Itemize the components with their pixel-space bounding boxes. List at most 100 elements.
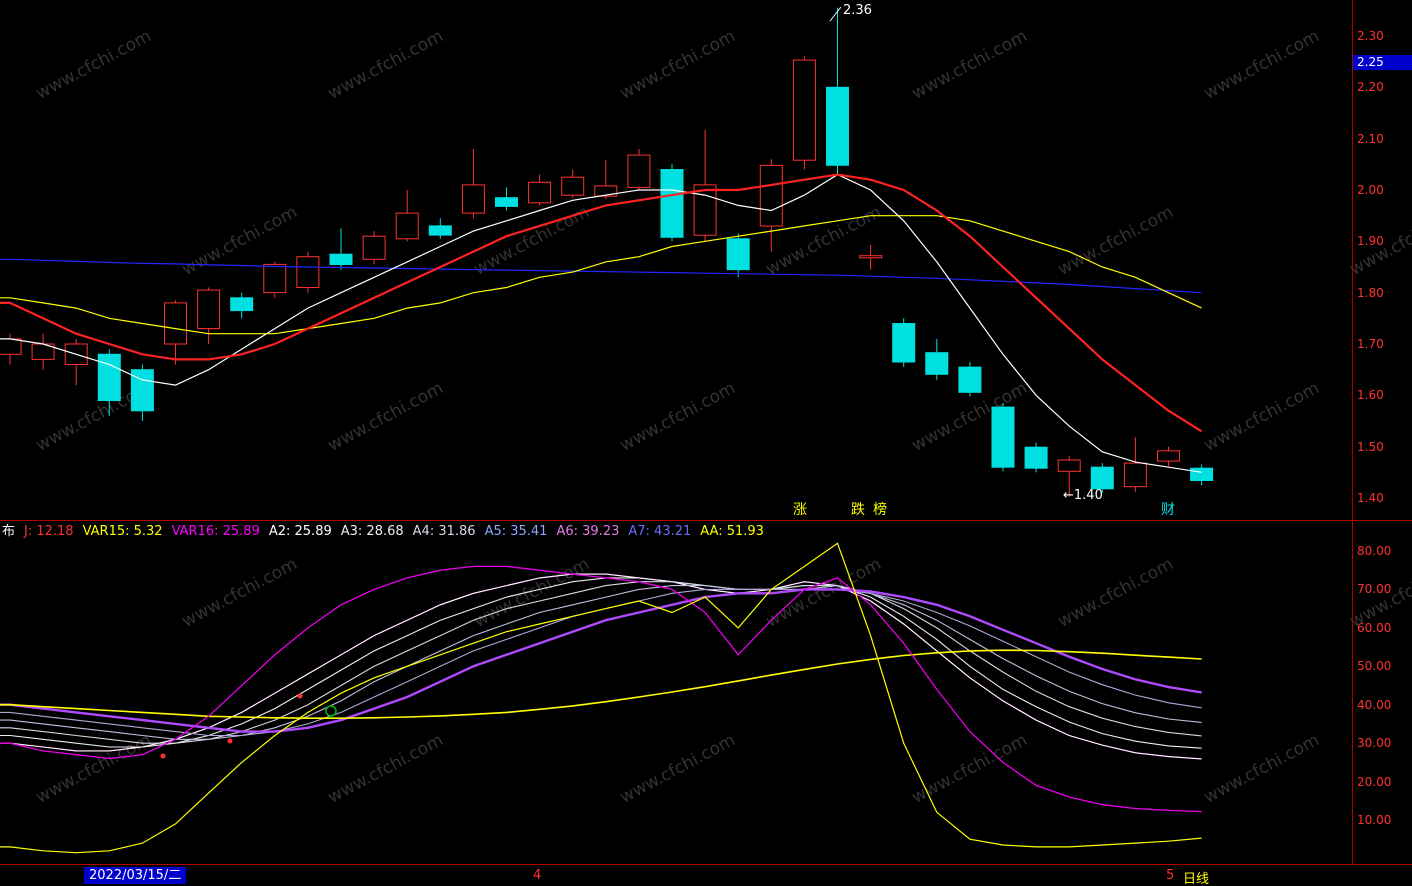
signal-marker-dot	[297, 693, 303, 699]
indicator-param: A6: 39.23	[556, 524, 620, 539]
candle-down	[97, 349, 121, 416]
price-axis-label: 2.00	[1357, 183, 1384, 197]
indicator-line-A4	[0, 581, 1202, 744]
signal-marker-dot	[227, 738, 233, 744]
candle-up	[759, 159, 783, 252]
candle-down	[495, 187, 518, 211]
candle-down	[329, 228, 353, 270]
candle-up	[528, 174, 552, 206]
indicator-param: AA: 51.93	[700, 524, 764, 539]
month-marker: 5	[1166, 868, 1175, 883]
event-marker[interactable]: 榜	[873, 502, 887, 518]
indicator-line-A6	[0, 588, 1202, 737]
indicator-param: VAR15: 5.32	[82, 524, 163, 539]
high-pointer-line	[829, 6, 842, 22]
month-marker: 4	[533, 868, 542, 883]
candle-down	[428, 218, 452, 239]
indicator-param: A2: 25.89	[268, 524, 332, 539]
current-price-tag: 2.25	[1353, 55, 1412, 70]
candle-up	[693, 129, 717, 242]
price-axis-label: 1.80	[1357, 286, 1384, 300]
signal-marker-dot	[160, 753, 166, 759]
candle-up	[1057, 455, 1081, 497]
candle-up	[362, 231, 386, 265]
price-axis-label: 1.40	[1357, 491, 1384, 505]
indicator-axis-label: 60.00	[1357, 621, 1392, 635]
candle-up	[296, 251, 320, 293]
high-price-annotation: 2.36	[843, 3, 872, 18]
indicator-param: 布	[2, 524, 16, 539]
candle-up	[561, 169, 585, 198]
candle-down	[991, 403, 1015, 472]
candle-down	[726, 233, 750, 278]
time-axis: 2022/03/15/二 日线 4 5	[0, 865, 1412, 886]
candle-up	[859, 244, 883, 270]
candle-up	[594, 160, 618, 200]
candle-up	[263, 261, 287, 298]
indicator-line-AA	[0, 649, 1202, 719]
event-marker[interactable]: 跌	[851, 502, 865, 518]
ma-line-blue-long	[0, 258, 1202, 294]
low-price-annotation: ←1.40	[1063, 488, 1103, 503]
candle-down	[826, 7, 849, 175]
candle-down	[230, 292, 254, 319]
candle-up	[792, 56, 816, 170]
candle-down	[1190, 464, 1214, 486]
indicator-axis-label: 10.00	[1357, 813, 1392, 827]
indicator-param: A5: 35.41	[484, 524, 548, 539]
indicator-param: A4: 31.86	[412, 524, 476, 539]
ma-line-red-main	[0, 173, 1203, 433]
indicator-param: J: 12.18	[24, 524, 74, 539]
price-axis-label: 1.70	[1357, 337, 1384, 351]
price-axis-label: 2.30	[1357, 29, 1384, 43]
candle-down	[958, 362, 982, 397]
indicator-line-A3	[0, 577, 1202, 749]
ma-line-white-short	[0, 173, 1202, 473]
indicator-axis-label: 50.00	[1357, 659, 1392, 673]
event-marker[interactable]: 涨	[793, 502, 807, 518]
indicator-line-J	[0, 565, 1202, 813]
candle-up	[1123, 437, 1147, 492]
candle-down	[130, 364, 154, 421]
indicator-line-VAR16	[0, 573, 1202, 760]
indicator-param: A3: 28.68	[340, 524, 404, 539]
indicator-axis-label: 80.00	[1357, 544, 1392, 558]
candle-up	[64, 338, 88, 386]
panel-divider	[0, 520, 1412, 521]
candle-up	[1157, 446, 1180, 467]
candle-down	[660, 164, 684, 242]
price-axis-label: 2.20	[1357, 80, 1384, 94]
axis-border-line	[1352, 0, 1353, 865]
price-axis-label: 1.90	[1357, 234, 1384, 248]
candle-down	[892, 318, 916, 368]
candle-up	[31, 333, 55, 370]
candle-up	[197, 287, 221, 344]
ma-line-yellow-mid	[0, 215, 1202, 335]
price-axis-label: 2.10	[1357, 132, 1384, 146]
candle-down	[925, 338, 949, 380]
indicator-header: 布 J: 12.18 VAR15: 5.32 VAR16: 25.89 A2: 25.8…	[2, 523, 773, 541]
indicator-axis-label: 30.00	[1357, 736, 1392, 750]
candle-down	[1024, 442, 1048, 473]
candlestick-chart[interactable]	[0, 0, 1352, 520]
candle-up	[461, 148, 485, 219]
period-selector[interactable]: 日线	[1183, 872, 1210, 886]
indicator-param: A7: 43.21	[628, 524, 692, 539]
candle-up	[164, 300, 187, 365]
indicator-line-A5	[0, 585, 1202, 740]
indicator-chart[interactable]	[0, 541, 1352, 864]
signal-marker-circle	[325, 705, 337, 717]
bottom-border	[0, 864, 1412, 865]
price-axis-label: 1.50	[1357, 440, 1384, 454]
candle-down	[1090, 463, 1114, 493]
indicator-axis-label: 70.00	[1357, 582, 1392, 596]
indicator-line-A2	[0, 573, 1202, 760]
date-label: 2022/03/15/二	[84, 867, 187, 884]
indicator-param: VAR16: 25.89	[171, 524, 260, 539]
indicator-axis-label: 20.00	[1357, 775, 1392, 789]
candle-up	[395, 190, 419, 242]
indicator-line-A7	[0, 588, 1202, 733]
candle-up	[627, 148, 651, 190]
event-marker[interactable]: 财	[1161, 502, 1175, 518]
